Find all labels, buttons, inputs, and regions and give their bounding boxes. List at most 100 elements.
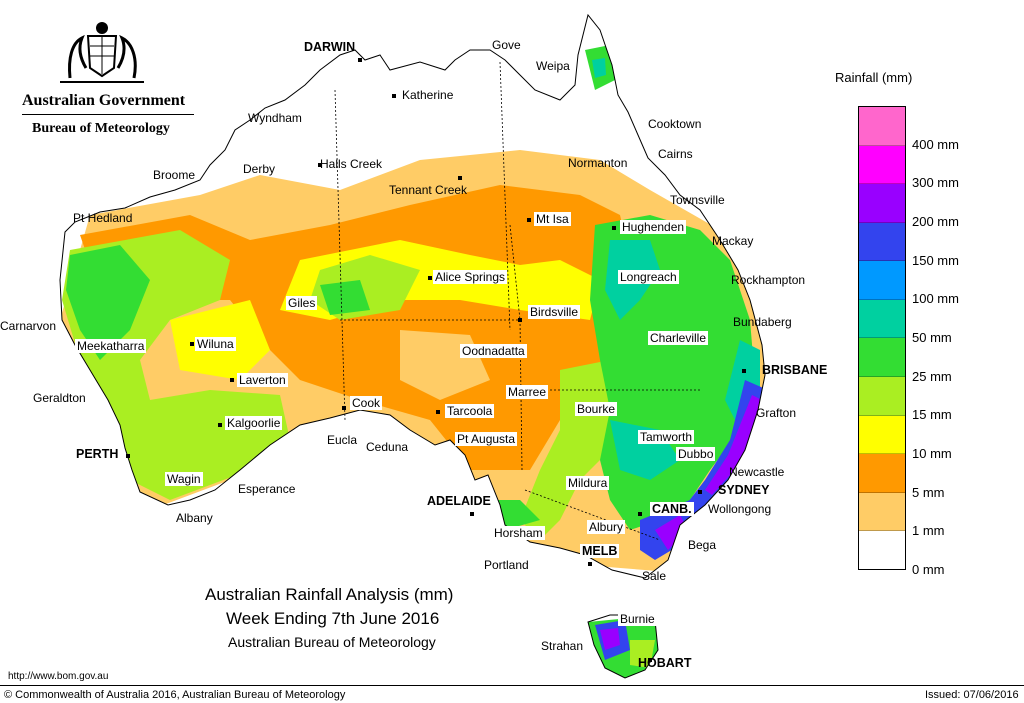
place-strahan: Strahan	[541, 639, 584, 653]
place-normanton: Normanton	[568, 156, 628, 170]
place-bourke: Bourke	[575, 402, 618, 416]
place-halls-creek: Halls Creek	[320, 157, 383, 171]
city-marker	[190, 342, 194, 346]
place-grafton: Grafton	[756, 406, 797, 420]
place-pt-augusta: Pt Augusta	[455, 432, 518, 446]
place-albury: Albury	[587, 520, 626, 534]
place-longreach: Longreach	[618, 270, 679, 284]
legend-label: 100 mm	[912, 291, 959, 307]
place-brisbane: BRISBANE	[762, 363, 828, 377]
legend-swatch	[859, 261, 905, 300]
city-marker	[342, 406, 346, 410]
place-mildura: Mildura	[566, 476, 610, 490]
legend-swatch	[859, 454, 905, 493]
place-hobart: HOBART	[638, 656, 692, 670]
map-source: Australian Bureau of Meteorology	[228, 634, 436, 650]
city-marker	[588, 562, 592, 566]
place-cook: Cook	[350, 396, 383, 410]
place-tamworth: Tamworth	[638, 430, 695, 444]
city-marker	[612, 226, 616, 230]
legend-swatch	[859, 531, 905, 569]
place-katherine: Katherine	[402, 88, 454, 102]
place-oodnadatta: Oodnadatta	[460, 344, 527, 358]
place-weipa: Weipa	[536, 59, 570, 73]
legend-swatch	[859, 492, 905, 532]
place-geraldton: Geraldton	[33, 391, 86, 405]
place-sale: Sale	[642, 569, 667, 583]
place-cooktown: Cooktown	[648, 117, 702, 131]
place-cairns: Cairns	[658, 147, 693, 161]
place-marree: Marree	[506, 385, 549, 399]
place-portland: Portland	[484, 558, 529, 572]
place-charleville: Charleville	[648, 331, 709, 345]
footer-divider	[0, 685, 1024, 686]
place-esperance: Esperance	[238, 482, 296, 496]
city-marker	[698, 490, 702, 494]
place-townsville: Townsville	[670, 193, 725, 207]
place-newcastle: Newcastle	[729, 465, 785, 479]
legend-label: 1 mm	[912, 523, 945, 539]
place-perth: PERTH	[76, 447, 119, 461]
legend-label: 50 mm	[912, 330, 952, 345]
website-url[interactable]: http://www.bom.gov.au	[8, 671, 109, 682]
place-wagin: Wagin	[165, 472, 203, 486]
place-pt-hedland: Pt Hedland	[73, 211, 133, 225]
place-albany: Albany	[176, 511, 213, 525]
place-melbourne: MELB	[580, 544, 620, 558]
legend-label: 150 mm	[912, 252, 959, 268]
city-marker	[392, 94, 396, 98]
city-marker	[358, 58, 362, 62]
city-marker	[470, 512, 474, 516]
legend-label: 5 mm	[912, 484, 945, 500]
place-broome: Broome	[153, 168, 196, 182]
city-marker	[518, 318, 522, 322]
place-rockhampton: Rockhampton	[731, 273, 806, 287]
legend-swatch	[859, 222, 905, 262]
place-alice-springs: Alice Springs	[433, 270, 508, 284]
place-mt-isa: Mt Isa	[534, 212, 571, 226]
city-marker	[428, 276, 432, 280]
place-burnie: Burnie	[618, 612, 657, 626]
issued-date: Issued: 07/06/2016	[925, 689, 1019, 701]
place-hughenden: Hughenden	[620, 220, 687, 234]
legend-label: 300 mm	[912, 175, 959, 191]
city-marker	[638, 512, 642, 516]
place-ceduna: Ceduna	[366, 440, 409, 454]
city-marker	[318, 163, 322, 167]
legend-swatch	[859, 338, 905, 378]
city-marker	[458, 176, 462, 180]
place-laverton: Laverton	[237, 373, 288, 387]
place-derby: Derby	[243, 162, 276, 176]
map-subtitle: Week Ending 7th June 2016	[226, 609, 440, 628]
city-marker	[126, 454, 130, 458]
city-marker	[230, 378, 234, 382]
place-eucla: Eucla	[327, 433, 358, 447]
map-title: Australian Rainfall Analysis (mm)	[205, 585, 454, 604]
place-gove: Gove	[492, 38, 521, 52]
place-meekatharra: Meekatharra	[75, 339, 147, 353]
place-wiluna: Wiluna	[195, 337, 236, 351]
place-wyndham: Wyndham	[248, 111, 302, 125]
city-marker	[527, 218, 531, 222]
place-horsham: Horsham	[492, 526, 545, 540]
legend-label: 10 mm	[912, 446, 952, 461]
legend-label: 15 mm	[912, 407, 952, 423]
legend-color-bar	[858, 106, 906, 570]
legend-swatch	[859, 299, 905, 339]
legend-label: 0 mm	[912, 562, 945, 577]
place-mackay: Mackay	[712, 234, 754, 248]
place-adelaide: ADELAIDE	[425, 494, 493, 508]
place-kalgoorlie: Kalgoorlie	[225, 416, 283, 430]
city-marker	[218, 423, 222, 427]
city-marker	[648, 658, 652, 662]
government-name: Australian Government	[22, 92, 186, 109]
place-sydney: SYDNEY	[718, 483, 770, 497]
legend-title: Rainfall (mm)	[835, 70, 913, 85]
legend-label: 400 mm	[912, 136, 959, 152]
place-darwin: DARWIN	[304, 40, 356, 54]
place-bega: Bega	[688, 538, 717, 552]
city-marker	[436, 410, 440, 414]
legend-label: 200 mm	[912, 214, 959, 229]
place-tarcoola: Tarcoola	[445, 404, 495, 418]
